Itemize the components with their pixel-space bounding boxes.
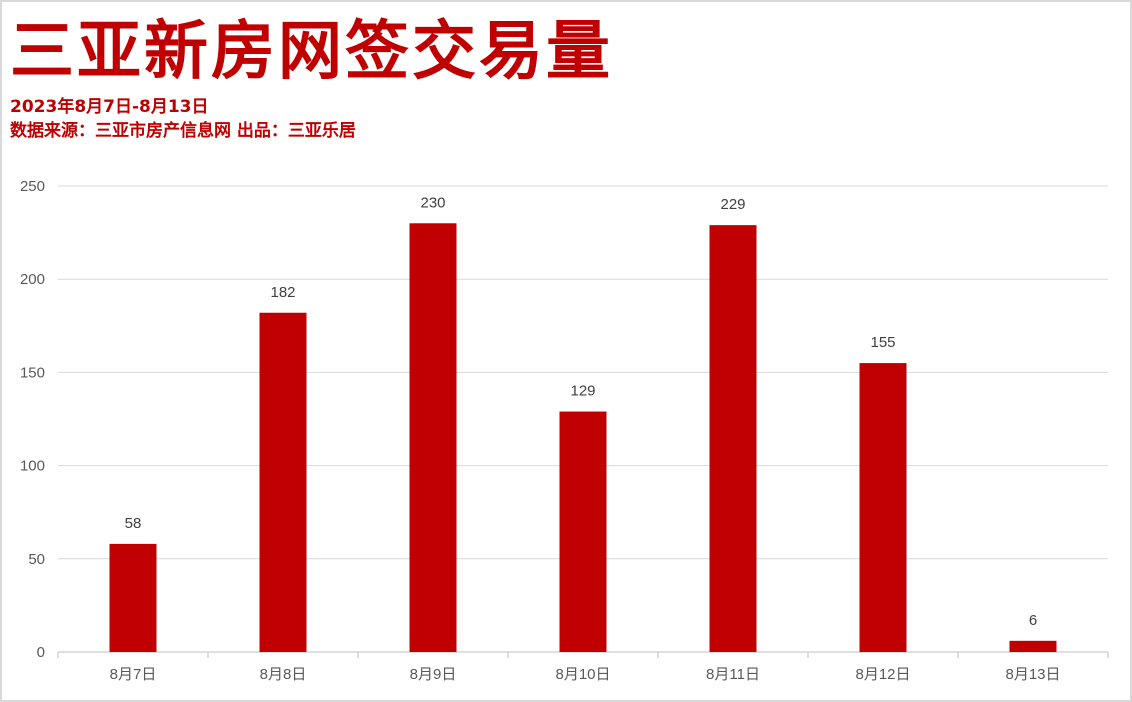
bar bbox=[559, 411, 607, 652]
bar bbox=[1009, 640, 1057, 652]
x-tick-label: 8月7日 bbox=[110, 666, 157, 683]
data-label: 6 bbox=[1029, 612, 1037, 629]
x-tick-label: 8月11日 bbox=[706, 666, 760, 683]
data-label: 230 bbox=[420, 194, 445, 211]
y-tick-label: 0 bbox=[37, 644, 45, 661]
bar bbox=[859, 363, 907, 652]
data-label: 155 bbox=[870, 334, 895, 351]
y-tick-label: 250 bbox=[20, 178, 45, 195]
page-title: 三亚新房网签交易量 bbox=[10, 15, 613, 89]
x-tick-label: 8月10日 bbox=[555, 666, 610, 683]
data-label: 182 bbox=[270, 284, 295, 301]
data-label: 229 bbox=[720, 196, 745, 213]
y-tick-label: 100 bbox=[20, 458, 45, 475]
data-source: 数据来源：三亚市房产信息网 出品：三亚乐居 bbox=[10, 121, 356, 141]
bar bbox=[259, 312, 307, 652]
x-tick-label: 8月9日 bbox=[410, 666, 457, 683]
date-range: 2023年8月7日-8月13日 bbox=[10, 97, 209, 117]
x-tick-label: 8月13日 bbox=[1005, 666, 1060, 683]
y-tick-label: 150 bbox=[20, 364, 45, 381]
x-tick-label: 8月12日 bbox=[855, 666, 910, 683]
y-tick-label: 200 bbox=[20, 271, 45, 288]
y-tick-label: 50 bbox=[28, 551, 45, 568]
data-label: 129 bbox=[570, 383, 595, 400]
bar bbox=[409, 223, 457, 652]
x-tick-label: 8月8日 bbox=[260, 666, 307, 683]
bar bbox=[709, 225, 757, 653]
data-label: 58 bbox=[125, 515, 142, 532]
bar bbox=[109, 543, 157, 652]
